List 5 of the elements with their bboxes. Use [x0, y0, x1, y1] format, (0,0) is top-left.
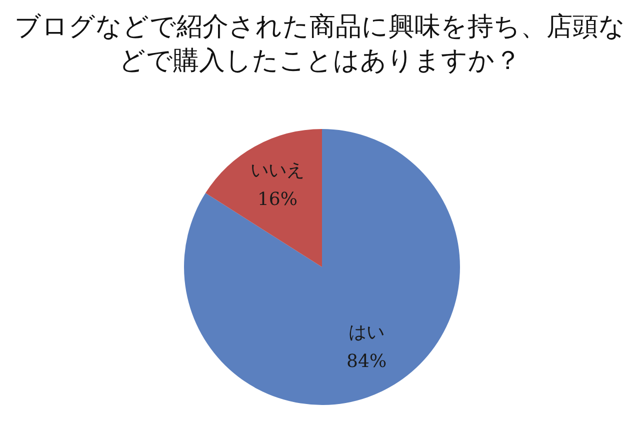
slice-label: いいえ [250, 160, 304, 182]
chart-title: ブログなどで紹介された商品に興味を持ち、店頭などで購入したことはありますか？ [14, 11, 626, 78]
data-label: 16% [257, 189, 298, 210]
data-label: 84% [346, 351, 387, 372]
slice-label: はい [348, 322, 385, 344]
